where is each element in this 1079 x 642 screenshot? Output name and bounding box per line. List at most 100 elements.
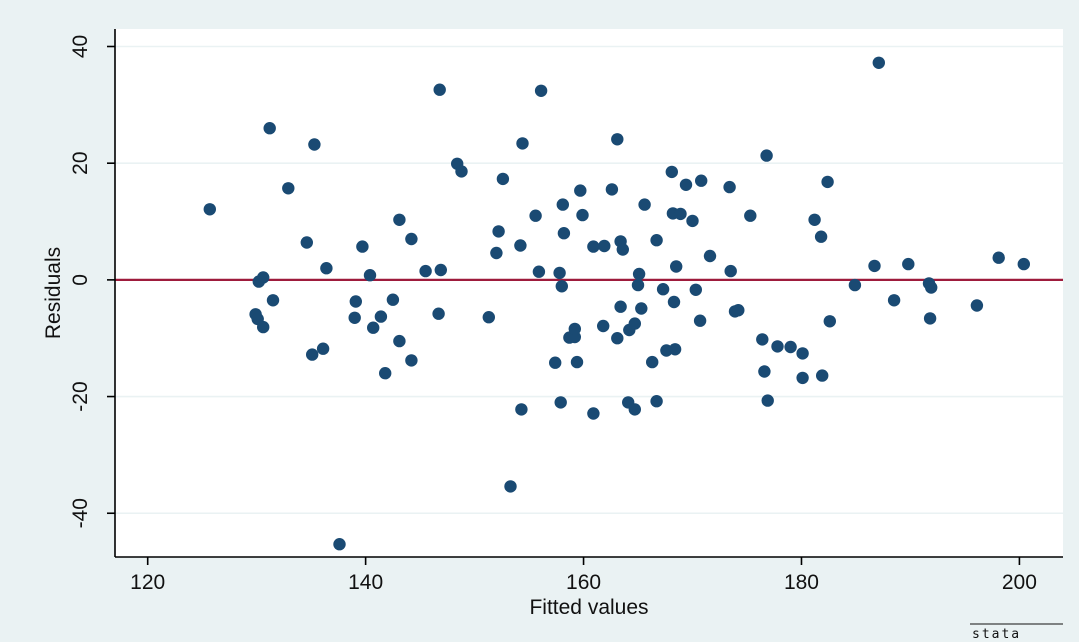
data-point-19 [367,321,380,334]
data-point-96 [756,333,769,346]
data-point-56 [587,407,600,420]
data-point-29 [433,83,446,96]
data-point-8 [282,182,295,195]
data-point-44 [549,356,562,369]
data-point-69 [628,317,641,330]
data-point-106 [816,369,829,382]
data-point-116 [925,281,938,294]
x-tick-label-0: 120 [130,571,165,594]
data-point-111 [872,56,885,69]
data-point-82 [668,343,682,356]
data-point-57 [587,240,600,253]
data-point-101 [784,340,797,354]
data-point-110 [868,259,881,273]
data-point-98 [760,149,773,162]
data-point-22 [386,293,400,306]
data-point-63 [614,300,627,313]
data-point-91 [723,180,736,194]
data-points [203,56,1030,551]
y-tick-label-4: 40 [69,35,92,58]
data-point-36 [496,172,510,186]
y-tick-label-2: 0 [69,274,92,286]
data-point-65 [616,243,629,256]
data-point-45 [553,266,566,280]
data-point-72 [635,302,648,315]
data-point-55 [576,208,589,222]
data-point-16 [348,311,361,324]
data-point-119 [1017,257,1030,271]
data-point-58 [597,319,610,333]
data-point-71 [632,267,646,281]
data-point-87 [689,283,702,296]
data-point-94 [732,304,745,317]
data-point-118 [992,251,1005,264]
data-point-10 [306,348,319,361]
axes [114,29,1063,558]
data-point-117 [970,299,984,312]
data-point-0 [203,203,216,216]
y-tick-label-3: 20 [69,152,92,175]
data-point-12 [316,342,330,355]
data-point-40 [516,137,529,150]
data-point-30 [434,263,447,277]
data-point-102 [796,347,809,360]
data-point-76 [650,234,663,247]
data-point-61 [611,332,624,345]
data-point-75 [650,395,663,408]
data-point-43 [534,84,548,98]
data-point-70 [631,278,645,292]
data-point-112 [887,294,901,307]
data-point-115 [923,312,937,325]
data-point-104 [808,213,821,226]
data-point-27 [419,264,432,278]
data-point-33 [482,311,495,324]
data-point-20 [374,310,388,323]
data-point-83 [670,260,683,273]
data-point-62 [611,133,624,146]
data-point-42 [532,265,546,278]
data-point-32 [455,165,468,178]
x-axis-ticks: 120 140 160 180 200 [130,557,1037,594]
data-point-53 [570,355,584,369]
x-tick-label-3: 180 [784,571,819,594]
data-point-41 [529,209,542,222]
data-point-92 [724,264,737,278]
data-point-99 [761,394,774,407]
data-point-15 [349,295,362,308]
y-axis-title: Residuals [42,247,65,339]
data-point-4 [257,271,270,284]
data-point-54 [574,184,587,197]
data-point-105 [814,230,828,243]
data-point-23 [393,213,406,226]
data-point-28 [432,307,445,320]
plot-area [115,29,1063,557]
data-point-109 [848,278,862,292]
data-point-89 [695,174,708,187]
data-point-97 [758,365,771,378]
y-tick-label-0: -40 [69,498,92,528]
data-point-46 [554,396,567,409]
data-point-100 [771,340,784,353]
data-point-84 [674,207,687,221]
data-point-103 [796,371,809,385]
x-axis-title: Fitted values [529,596,648,619]
data-point-14 [333,538,346,551]
data-point-38 [514,239,527,252]
data-point-34 [490,246,503,260]
data-point-74 [646,355,659,369]
data-point-13 [320,262,333,275]
data-point-95 [744,209,757,222]
data-point-81 [667,295,681,309]
data-point-17 [356,240,369,253]
data-point-35 [492,225,505,238]
x-tick-label-1: 140 [348,571,383,594]
data-point-90 [703,249,717,263]
data-point-52 [568,322,581,336]
x-tick-label-2: 160 [566,571,601,594]
data-point-113 [902,257,915,271]
data-point-7 [266,294,280,307]
data-point-73 [638,198,651,211]
data-point-39 [515,403,528,416]
data-point-6 [263,122,276,135]
